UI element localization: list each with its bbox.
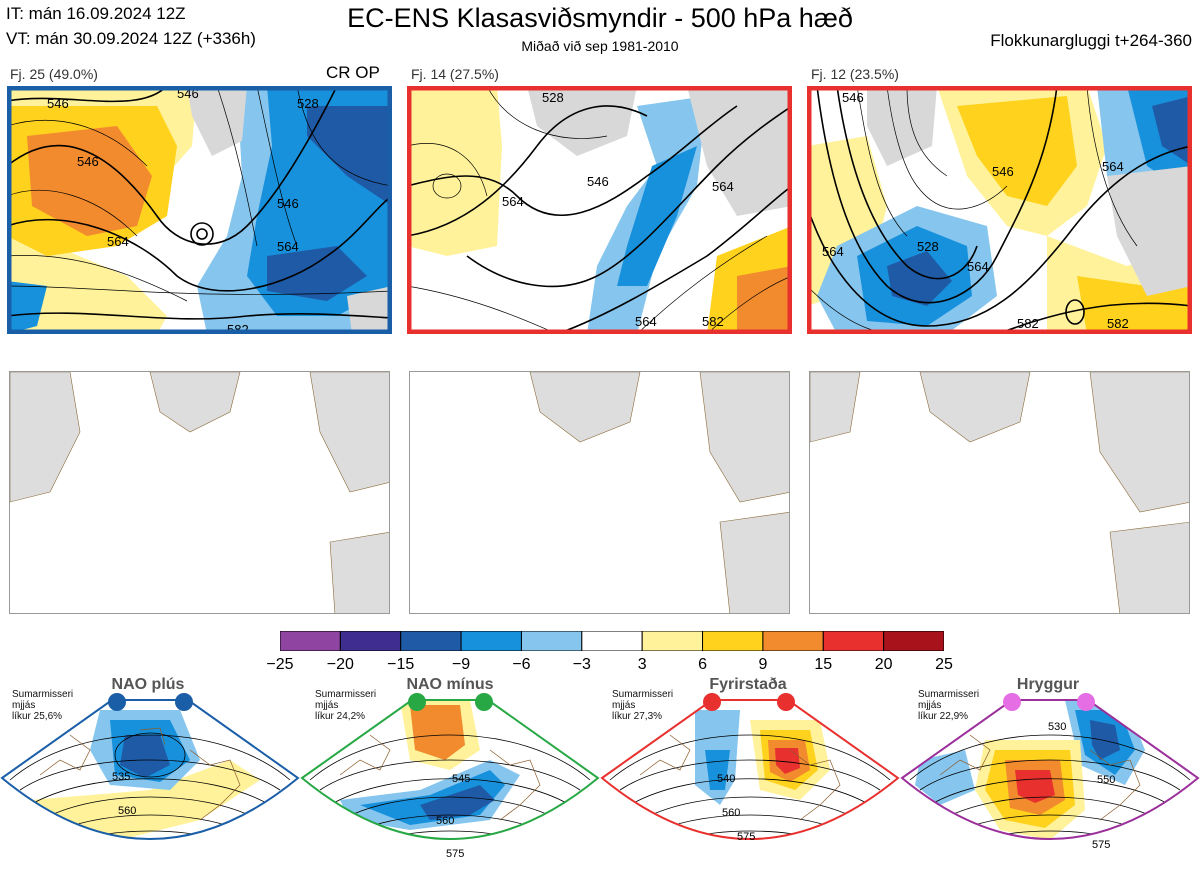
colorbar-tick-label: 3 — [637, 656, 647, 673]
cluster-2-map: 528 546 564 564 564 582 — [407, 86, 792, 334]
cluster-2-contour-label: 528 — [542, 90, 564, 105]
colorbar-segment — [279, 630, 341, 652]
colorbar-tick-label: −25 — [266, 656, 294, 673]
regime-3-dot-right — [777, 693, 795, 711]
cluster-3-contour-label: 546 — [992, 164, 1014, 179]
init-time: IT: mán 16.09.2024 12Z — [6, 4, 186, 23]
cluster-3-contour-label: 528 — [917, 239, 939, 254]
regime-1-title: NAO plús — [111, 676, 185, 693]
colorbar-tick-label: 20 — [874, 656, 893, 673]
cluster-1-border — [7, 86, 392, 334]
colorbar-tick-label: −3 — [572, 656, 591, 673]
cluster-1-contour-label: 528 — [297, 96, 319, 111]
blank-map-2 — [409, 371, 790, 614]
cluster-3-contour-label: 564 — [967, 259, 989, 274]
regime-1-contour-label: 560 — [118, 805, 136, 817]
colorbar-segment — [581, 630, 643, 652]
colorbar-tick-label: 9 — [758, 656, 768, 673]
regime-3-note: Sumarmisseri mjjás líkur 27,3% — [612, 689, 674, 722]
cluster-2-contour-label: 564 — [712, 179, 734, 194]
colorbar-segment — [520, 630, 583, 652]
classification-window: Flokkunargluggi t+264-360 — [990, 31, 1192, 50]
regime-2-contour-label: 545 — [452, 773, 470, 785]
blank-map-3 — [809, 371, 1190, 614]
regime-2-map: 545 560 575 — [300, 690, 600, 876]
colorbar-segment — [641, 630, 704, 652]
colorbar-tick-label: −15 — [387, 656, 415, 673]
regime-3-contour-label: 560 — [722, 807, 740, 819]
colorbar-segment — [400, 630, 462, 652]
cluster-3-map: 528 546 564 564 546 564 582 582 — [807, 86, 1192, 334]
cluster-1-contour-label: 564 — [277, 239, 299, 254]
regime-1-dot-left — [108, 693, 126, 711]
regime-4-dot-right — [1077, 693, 1095, 711]
regime-3-title: Fyrirstaða — [709, 676, 787, 693]
cluster-2-contour-label: 564 — [635, 314, 657, 329]
regime-3-dot-left — [703, 693, 721, 711]
cluster-1-tag: CR OP — [326, 63, 380, 82]
cluster-2-border — [407, 86, 792, 334]
cluster-1-contour-label: 546 — [277, 196, 299, 211]
regime-2-contour-label: 575 — [446, 848, 464, 860]
regime-2-title: NAO mínus — [406, 676, 494, 693]
cluster-3-contour-label: 546 — [842, 90, 864, 105]
cluster-3-label: Fj. 12 (23.5%) — [811, 66, 899, 82]
colorbar-segment — [460, 630, 522, 652]
cluster-1-contour-label: 546 — [77, 154, 99, 169]
colorbar-tick-label: 25 — [935, 656, 953, 673]
regime-2-dot-right — [475, 693, 493, 711]
cluster-3-contour-label: 564 — [1102, 159, 1124, 174]
colorbar-segment — [883, 630, 945, 652]
page-title: EC-ENS Klasasviðsmyndir - 500 hPa hæð — [347, 3, 853, 33]
page-subtitle: Miðað við sep 1981-2010 — [521, 38, 679, 54]
cluster-2-contour-label: 582 — [702, 314, 724, 329]
regime-3-contour-label: 540 — [717, 773, 735, 785]
regime-1-contour-label: 535 — [112, 771, 130, 783]
cluster-3-contour-label: 582 — [1017, 316, 1039, 331]
regime-4-note: Sumarmisseri mjjás líkur 22,9% — [918, 689, 980, 722]
colorbar-segment — [822, 630, 885, 652]
cluster-1-label: Fj. 25 (49.0%) — [10, 66, 98, 82]
valid-time: VT: mán 30.09.2024 12Z (+336h) — [6, 29, 256, 48]
regime-2-contour-label: 560 — [436, 815, 454, 827]
cluster-2-label: Fj. 14 (27.5%) — [411, 66, 499, 82]
regime-1-map: 535 560 — [0, 690, 300, 876]
regime-4-dot-left — [1003, 693, 1021, 711]
regime-4-contour-label: 575 — [1092, 839, 1110, 851]
blank-map-1 — [9, 371, 390, 614]
regime-4-contour-label: 530 — [1048, 721, 1066, 733]
cluster-1-contour-label: 564 — [107, 234, 129, 249]
regime-2-note: Sumarmisseri mjjás líkur 24,2% — [315, 689, 377, 722]
cluster-2-contour-label: 564 — [502, 194, 524, 209]
cluster-2-contour-label: 546 — [587, 174, 609, 189]
colorbar — [279, 630, 945, 656]
colorbar-tick-label: 6 — [698, 656, 707, 673]
cluster-1-contour-label: 546 — [47, 96, 69, 111]
regime-4-contour-label: 550 — [1097, 774, 1115, 786]
colorbar-segment — [339, 630, 402, 652]
colorbar-segment — [762, 630, 824, 652]
colorbar-tick-label: 15 — [814, 656, 833, 673]
regime-4-title: Hryggur — [1016, 676, 1080, 693]
cluster-3-contour-label: 582 — [1107, 316, 1129, 331]
colorbar-tick-label: −20 — [326, 656, 354, 673]
colorbar-tick-label: −9 — [451, 656, 471, 673]
regime-3-contour-label: 575 — [737, 831, 755, 843]
cluster-3-border — [807, 86, 1192, 334]
colorbar-segment — [702, 630, 764, 652]
regime-1-dot-right — [175, 693, 193, 711]
colorbar-tick-label: −6 — [512, 656, 531, 673]
regime-1-note: Sumarmisseri mjjás líkur 25,6% — [12, 689, 74, 722]
cluster-1-map: 546 546 564 546 564 546 528 582 — [7, 86, 392, 334]
regime-3-map: 540 560 575 — [600, 690, 900, 876]
cluster-3-contour-label: 564 — [822, 244, 844, 259]
regime-2-dot-left — [408, 693, 426, 711]
regime-4-map: 530 550 575 — [900, 690, 1200, 876]
